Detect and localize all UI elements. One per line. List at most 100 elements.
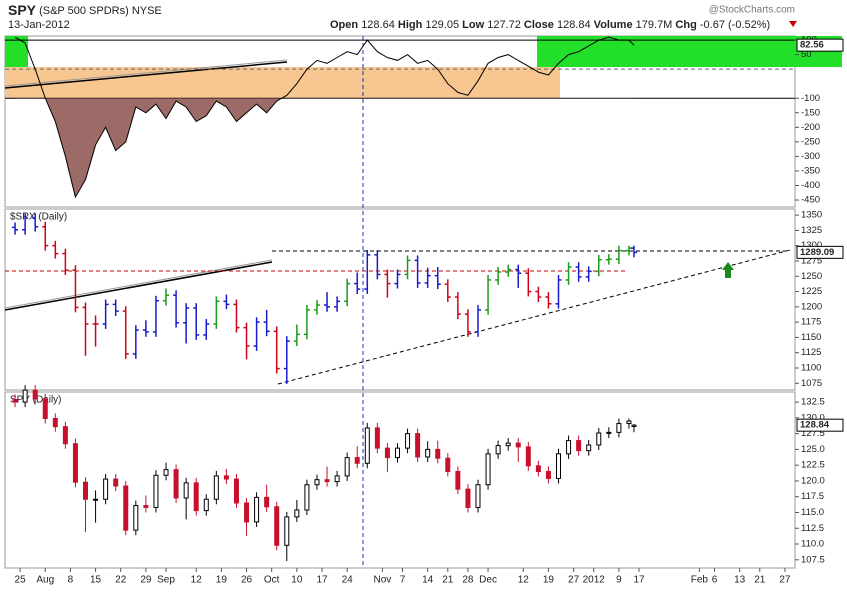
candle-body	[576, 440, 582, 452]
candle-body	[153, 474, 159, 508]
candle-body	[405, 433, 411, 449]
x-tick-label: Sep	[157, 575, 175, 586]
candle-body	[425, 448, 431, 458]
candle-body	[631, 424, 637, 427]
open-label: Open	[330, 19, 358, 31]
x-tick-label: 17	[316, 575, 328, 586]
candle-body	[556, 453, 562, 479]
candle-body	[244, 502, 250, 523]
last-value-box	[796, 245, 844, 259]
x-tick-label: 29	[140, 575, 152, 586]
open-value: 128.64	[361, 19, 395, 31]
panel-frame	[4, 208, 796, 391]
candle-body	[22, 389, 28, 403]
candle-body	[314, 479, 320, 486]
y-tick-label: 127.5	[801, 428, 825, 439]
x-tick-label: 27	[568, 575, 580, 586]
candle-body	[83, 481, 89, 500]
y-tick-label: 122.5	[801, 460, 825, 471]
panel-title: $SPX (Daily)	[10, 212, 67, 223]
highlight-box	[5, 36, 28, 67]
x-tick-label: 27	[779, 575, 791, 586]
candle-body	[233, 478, 239, 504]
x-tick-label: 21	[442, 575, 454, 586]
trendline	[4, 61, 288, 89]
y-tick-label: -400	[801, 180, 820, 191]
trendline	[4, 261, 273, 311]
candle-body	[505, 442, 511, 447]
x-tick-label: 24	[342, 575, 354, 586]
candle-body	[183, 482, 189, 499]
trendline	[277, 249, 791, 385]
x-tick-label: 26	[241, 575, 253, 586]
candle-body	[12, 399, 18, 403]
candle-body	[113, 478, 119, 487]
candle-body	[586, 444, 592, 452]
y-tick-label: 112.5	[801, 523, 824, 534]
candle-body	[193, 482, 199, 512]
y-tick-label: 1150	[801, 332, 821, 343]
symbol: SPY	[8, 2, 37, 18]
y-tick-label: -300	[801, 151, 820, 162]
x-tick-label: 12	[518, 575, 530, 586]
credit: @StockCharts.com	[709, 5, 795, 16]
header-title: SPY (S&P 500 SPDRs) NYSE	[8, 2, 162, 18]
candle-body	[223, 475, 229, 480]
y-tick-label: 117.5	[801, 491, 824, 502]
x-tick-label: 25	[15, 575, 27, 586]
y-tick-label: 1075	[801, 378, 822, 389]
candle-body	[596, 432, 602, 446]
y-tick-label: 50	[801, 49, 812, 60]
last-value-label: 82.56	[800, 40, 824, 51]
candle-body	[485, 453, 491, 486]
candle-body	[163, 469, 169, 476]
x-tick-label: 7	[400, 575, 406, 586]
y-tick-label: 1225	[801, 286, 822, 297]
candle-body	[415, 433, 421, 458]
candle-body	[52, 417, 58, 428]
last-value-label: 128.84	[800, 420, 830, 431]
candle-body	[626, 420, 632, 425]
candle-body	[213, 475, 219, 500]
y-tick-label: 1325	[801, 225, 822, 236]
y-tick-label: 132.5	[801, 397, 825, 408]
candle-body	[72, 443, 78, 483]
candle-body	[254, 496, 260, 523]
x-tick-label: Aug	[36, 575, 54, 586]
candle-body	[203, 498, 209, 512]
y-tick-label: 1175	[801, 317, 821, 328]
change-value: -0.67 (-0.52%)	[700, 19, 770, 31]
candle-body	[274, 506, 280, 546]
candle-body	[384, 447, 390, 459]
candle-body	[294, 509, 300, 518]
candle-body	[465, 488, 471, 508]
candle-body	[304, 484, 310, 511]
y-tick-label: 120.0	[801, 475, 825, 486]
candle-body	[123, 485, 129, 531]
candle-body	[435, 448, 441, 459]
y-tick-label: 115.0	[801, 507, 824, 518]
y-tick-label: 1350	[801, 210, 822, 221]
y-tick-label: 1275	[801, 255, 822, 266]
candle-body	[324, 479, 330, 483]
y-tick-label: -200	[801, 122, 820, 133]
y-tick-label: 1200	[801, 301, 822, 312]
close-label: Close	[524, 19, 554, 31]
x-tick-label: 12	[191, 575, 203, 586]
exchange: NYSE	[132, 5, 162, 17]
x-tick-label: Oct	[264, 575, 280, 586]
volume-value: 179.7M	[636, 19, 673, 31]
candle-body	[455, 470, 461, 490]
candle-body	[364, 427, 370, 464]
high-value: 129.05	[425, 19, 459, 31]
high-label: High	[398, 19, 423, 31]
candle-body	[475, 484, 481, 508]
y-tick-label: 107.5	[801, 554, 825, 565]
trendline	[4, 59, 288, 87]
x-tick-label: 2012	[583, 575, 606, 586]
y-tick-label: 1250	[801, 271, 822, 282]
candle-body	[42, 398, 48, 419]
candle-body	[334, 475, 340, 483]
candle-body	[606, 431, 612, 434]
y-tick-label: 1300	[801, 240, 822, 251]
